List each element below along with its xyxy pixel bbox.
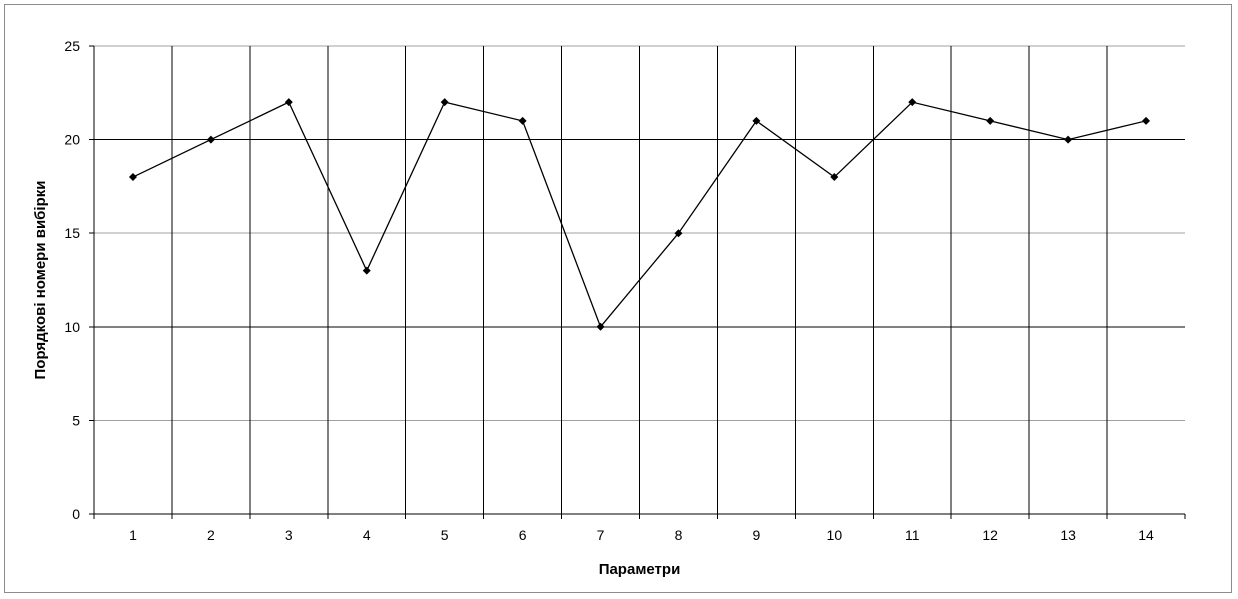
data-point [206,135,215,144]
x-tick-label: 1 [129,527,137,543]
y-tick-label: 15 [64,225,80,241]
data-point [908,98,917,107]
x-tick-label: 3 [285,527,293,543]
x-tick-label: 14 [1138,527,1154,543]
data-points [128,98,1151,331]
x-tick-label: 12 [982,527,998,543]
data-point [128,173,137,182]
x-tick-label: 13 [1060,527,1076,543]
x-tick-label: 2 [207,527,215,543]
data-point [1142,116,1151,125]
y-tick-label: 0 [72,506,80,522]
data-point [1064,135,1073,144]
data-point [362,266,371,275]
data-point [986,116,995,125]
y-tick-label: 25 [64,38,80,54]
x-tick-label: 8 [675,527,683,543]
y-tick-label: 5 [72,412,80,428]
series-line-0 [132,101,1147,329]
x-tick-label: 5 [441,527,449,543]
x-tick-label: 6 [519,527,527,543]
x-tick-label: 9 [752,527,760,543]
x-tick-label: 7 [597,527,605,543]
y-axis-title: Порядкові номери вибірки [32,181,49,380]
series-line [132,101,1147,329]
data-point [284,98,293,107]
data-point [830,173,839,182]
y-tick-label: 10 [64,319,80,335]
data-point [674,229,683,238]
grid-lines [94,45,1185,514]
data-point [752,116,761,125]
x-tick-label: 10 [827,527,843,543]
data-point [440,98,449,107]
x-tick-label: 11 [905,527,920,543]
chart-frame: 0 5 10 15 20 25 1 2 3 4 5 6 7 8 9 10 11 12 13 14 Параметри … [4,4,1232,593]
y-tick-label: 20 [64,132,80,148]
axes [89,45,1186,519]
data-point [596,322,605,331]
data-point [518,116,527,125]
x-axis-title: Параметри [599,561,681,578]
x-tick-label: 4 [363,527,371,543]
